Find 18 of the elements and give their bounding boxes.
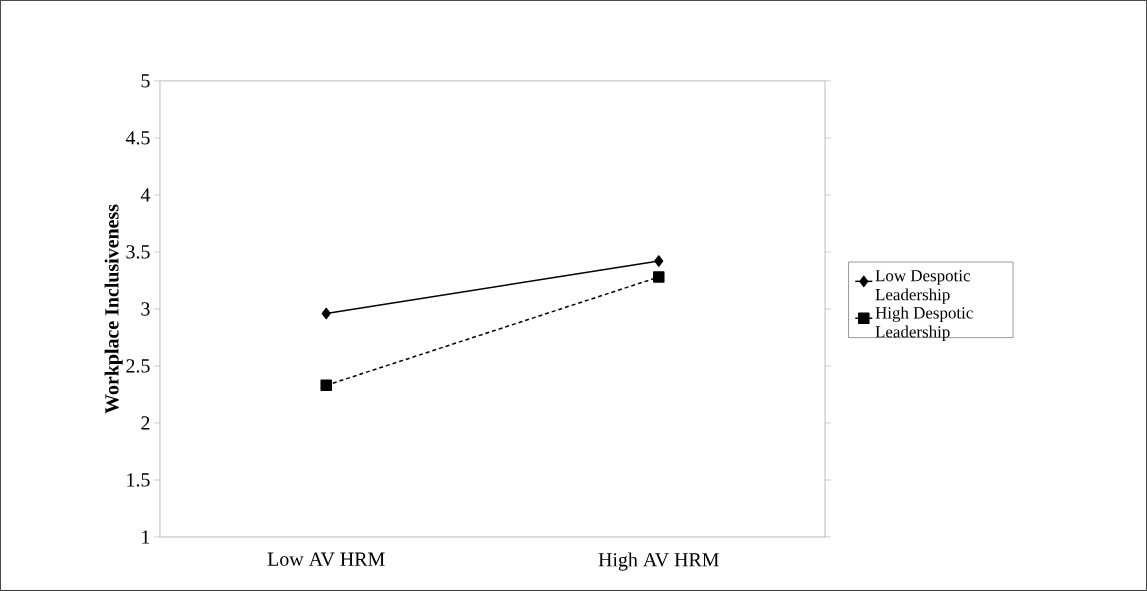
y-tick-label: 1 xyxy=(142,530,150,544)
y-tick-label: 4.5 xyxy=(125,131,150,145)
y-tick-label: 4 xyxy=(140,188,151,202)
point xyxy=(654,255,664,267)
point xyxy=(321,307,331,320)
point xyxy=(653,271,665,283)
y-tick-label: 2 xyxy=(141,416,150,430)
legend-label: High Despotic Leadership xyxy=(875,306,973,342)
y-axis-title: Workplace Inclusiveness xyxy=(104,204,123,414)
point xyxy=(320,379,332,392)
y-tick-label: 1.5 xyxy=(127,473,150,487)
y-tick-label: 3 xyxy=(141,302,150,316)
x-tick-label: Low AV HRM xyxy=(267,552,385,567)
y-tick-label: 3.5 xyxy=(126,245,150,259)
x-tick-label: High AV HRM xyxy=(598,552,719,571)
y-tick-label: 2.5 xyxy=(126,359,150,373)
y-tick-label: 5 xyxy=(141,74,150,88)
legend-label: Low Despotic Leadership xyxy=(875,270,971,304)
